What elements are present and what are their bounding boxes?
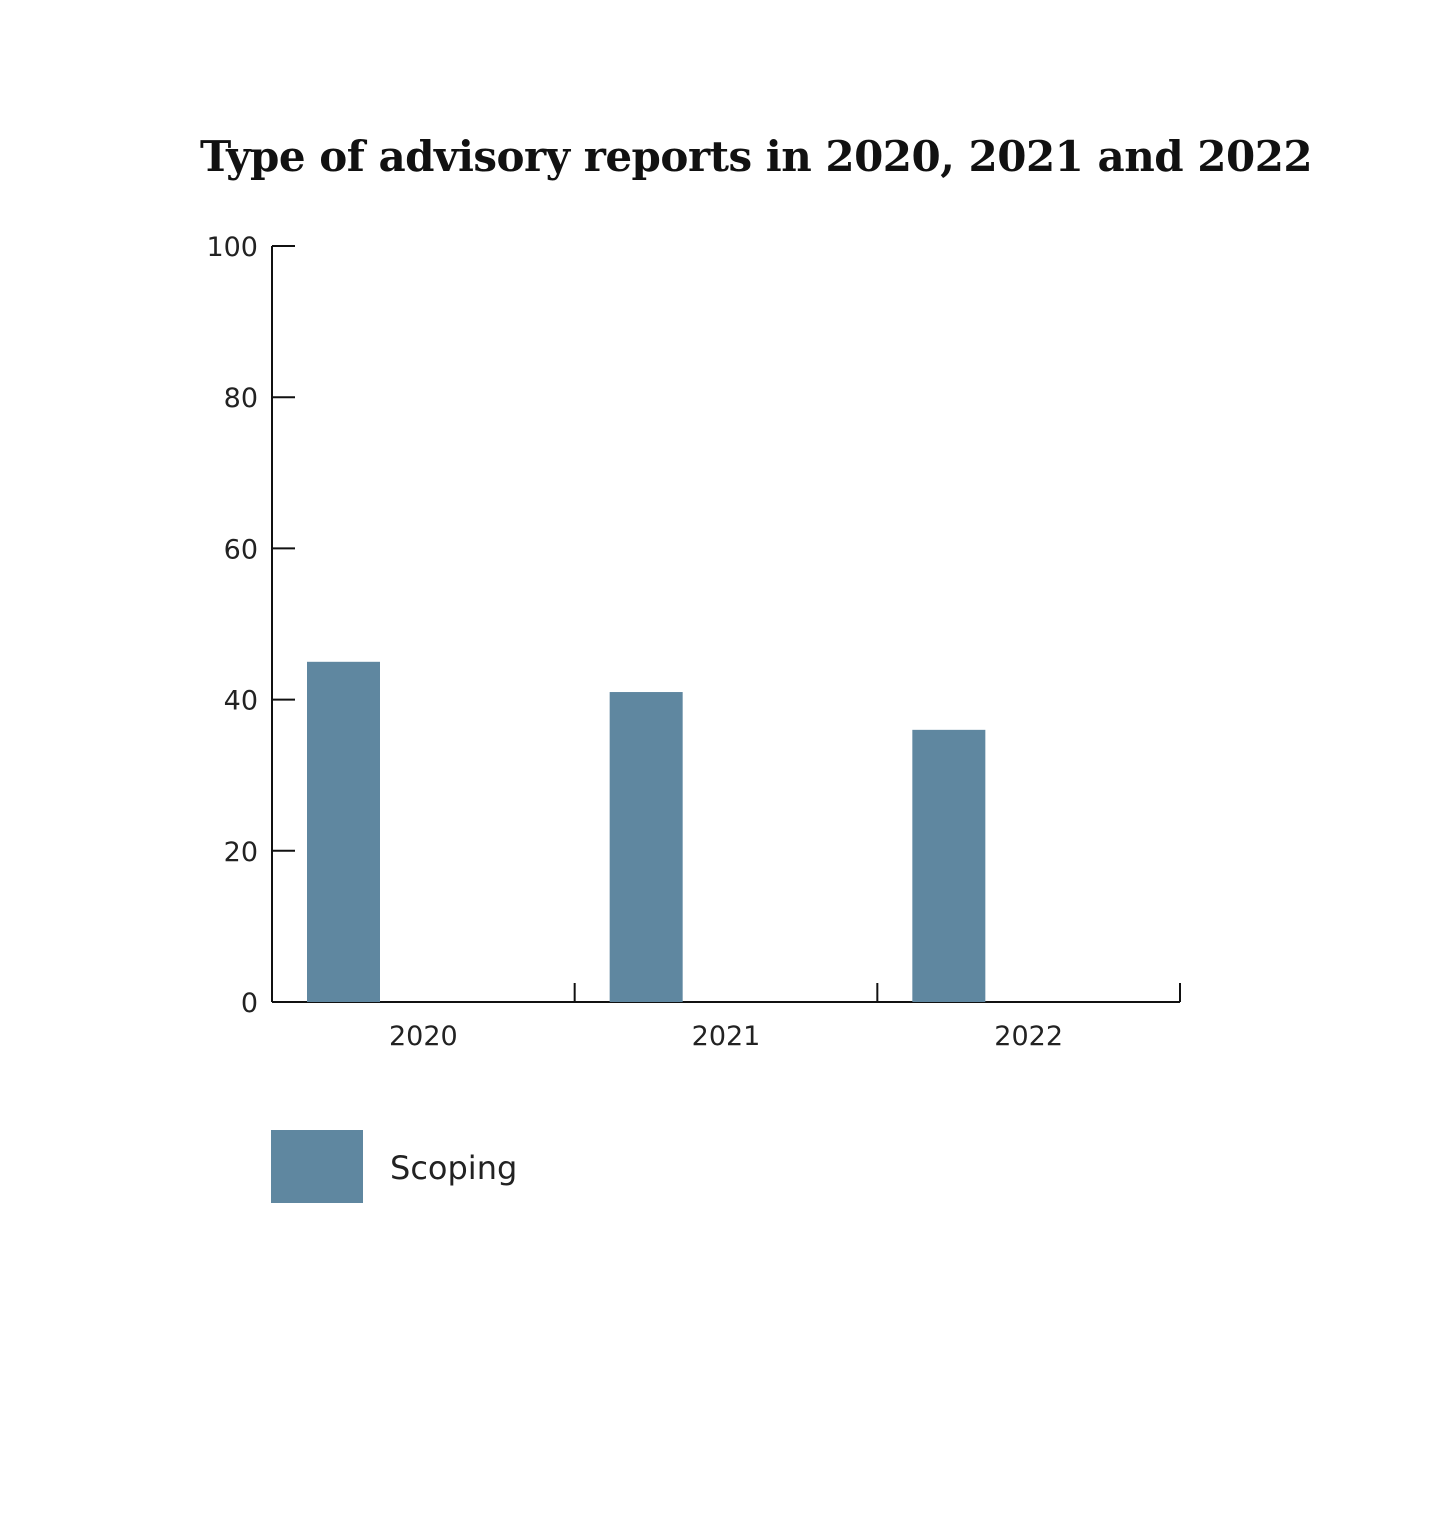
bars — [307, 661, 986, 1002]
x-tick-label: 2020 — [389, 1021, 458, 1052]
bar-2022 — [912, 729, 986, 1002]
legend-swatch — [271, 1130, 363, 1203]
legend: Scoping — [271, 1130, 517, 1203]
y-tick-label: 0 — [241, 988, 258, 1019]
bar-2021 — [609, 692, 683, 1002]
y-tick-label: 60 — [224, 534, 258, 565]
y-tick-label: 40 — [224, 686, 258, 717]
y-axis: 0 20 40 60 80 100 — [206, 232, 295, 1019]
y-tick-label: 20 — [224, 837, 258, 868]
chart-title: Type of advisory reports in 2020, 2021 a… — [200, 132, 1313, 181]
x-tick-label: 2021 — [692, 1021, 761, 1052]
y-tick-label: 100 — [206, 232, 258, 263]
x-tick-label: 2022 — [994, 1021, 1063, 1052]
y-tick-label: 80 — [224, 383, 258, 414]
legend-label: Scoping — [390, 1149, 517, 1187]
bar-2020 — [307, 661, 380, 1002]
x-axis: 2020 2021 2022 — [272, 983, 1181, 1052]
